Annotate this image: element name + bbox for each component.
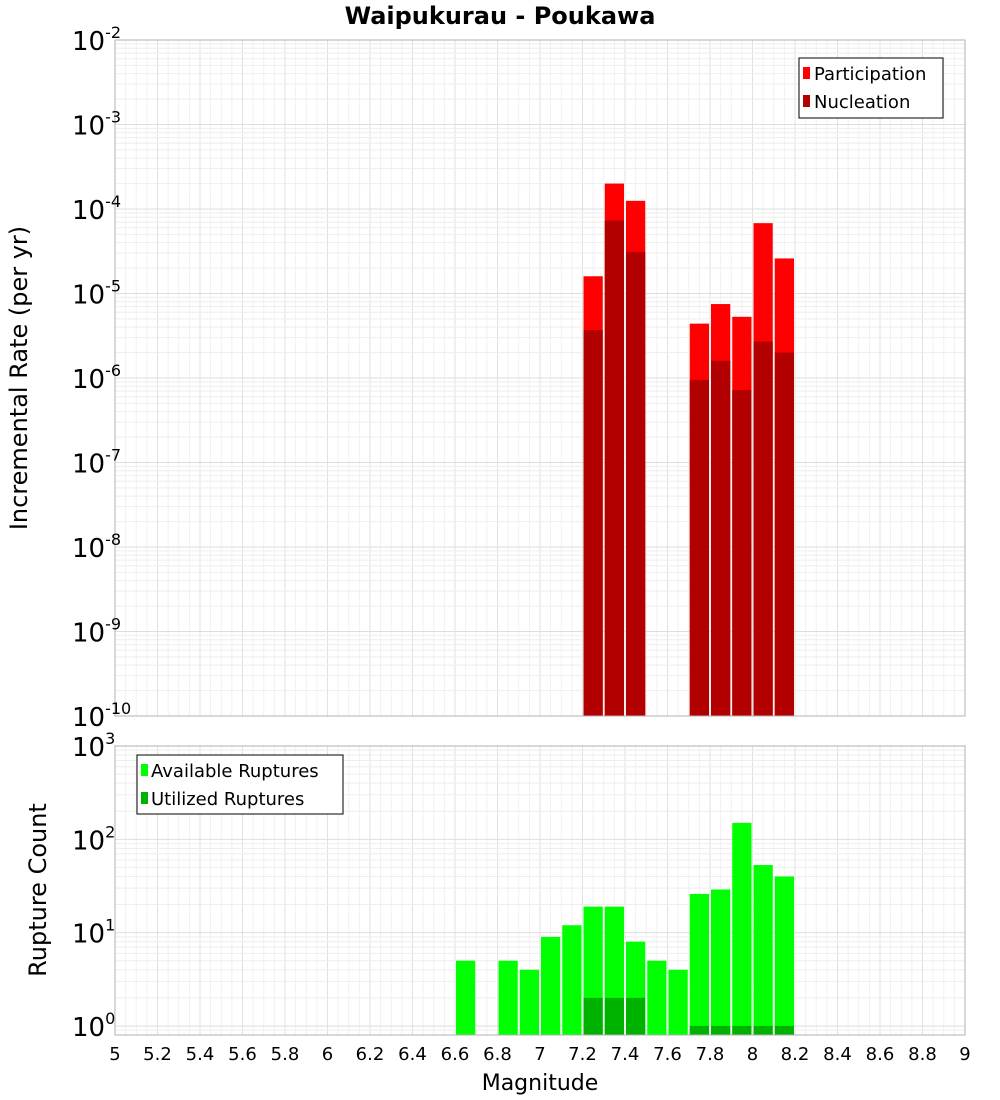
top-bar-series2 bbox=[753, 341, 773, 716]
bottom-y-tick-label: 100 bbox=[72, 1009, 115, 1043]
x-tick-label: 5 bbox=[109, 1044, 120, 1065]
x-tick-label: 8.2 bbox=[781, 1044, 810, 1065]
bottom-bar-series2 bbox=[604, 997, 624, 1035]
top-gridlines bbox=[114, 39, 966, 717]
x-tick-label: 6.6 bbox=[441, 1044, 470, 1065]
bottom-y-tick-label: 102 bbox=[72, 822, 115, 856]
bottom-bar-series1 bbox=[541, 936, 561, 1035]
x-tick-label: 7 bbox=[534, 1044, 545, 1065]
top-y-tick-label: 10-4 bbox=[72, 192, 121, 226]
bottom-bar-series1 bbox=[689, 893, 709, 1035]
top-plot-area: 10-10 10-9 10-8 10-7 10-6 10-5 10-4 10-3 10-2 In… bbox=[5, 23, 966, 733]
legend-label-nucleation: Nucleation bbox=[814, 92, 910, 113]
x-tick-label: 5.4 bbox=[186, 1044, 215, 1065]
bottom-bar-series2 bbox=[626, 997, 646, 1035]
legend-swatch-participation bbox=[803, 67, 810, 79]
bottom-plot-area: 100 101 102 103 5 5.2 5.4 5.6 5.8 6 6.2 6.4 6.6 6.8 7… bbox=[24, 729, 971, 1096]
x-tick-label: 6.4 bbox=[398, 1044, 427, 1065]
bottom-bar-series2 bbox=[732, 1025, 752, 1035]
x-tick-label: 9 bbox=[959, 1044, 970, 1065]
top-bar-series2 bbox=[711, 360, 731, 716]
bottom-bar-series2 bbox=[583, 997, 603, 1035]
top-legend: Participation Nucleation bbox=[798, 57, 944, 119]
top-bar-series2 bbox=[626, 251, 646, 717]
legend-label-participation: Participation bbox=[814, 64, 926, 85]
x-tick-label: 6.2 bbox=[356, 1044, 385, 1065]
bottom-bar-series1 bbox=[774, 876, 794, 1035]
bottom-legend: Available Ruptures Utilized Ruptures bbox=[136, 754, 344, 815]
top-bar-series2 bbox=[774, 352, 794, 716]
top-y-tick-label: 10-7 bbox=[72, 446, 121, 480]
legend-label-available: Available Ruptures bbox=[151, 761, 319, 782]
bottom-bars bbox=[456, 822, 794, 1035]
x-tick-label: 8 bbox=[747, 1044, 758, 1065]
bottom-bar-series2 bbox=[689, 1025, 709, 1035]
x-tick-label: 7.4 bbox=[611, 1044, 640, 1065]
legend-swatch-utilized bbox=[141, 792, 148, 804]
x-tick-label: 8.8 bbox=[908, 1044, 937, 1065]
top-y-tick-label: 10-2 bbox=[72, 23, 121, 57]
top-y-tick-labels: 10-10 10-9 10-8 10-7 10-6 10-5 10-4 10-3 10-2 bbox=[72, 23, 131, 733]
bottom-bar-series1 bbox=[647, 960, 667, 1035]
x-tick-labels: 5 5.2 5.4 5.6 5.8 6 6.2 6.4 6.6 6.8 7 7.2 7.4 7.6 7.8 8… bbox=[109, 1044, 970, 1065]
legend-swatch-nucleation bbox=[803, 95, 810, 107]
bottom-bar-series1 bbox=[498, 960, 518, 1035]
top-bars bbox=[583, 183, 794, 717]
bottom-bar-series1 bbox=[668, 969, 688, 1035]
bottom-bar-series2 bbox=[753, 1025, 773, 1035]
top-y-axis-label: Incremental Rate (per yr) bbox=[5, 226, 33, 530]
bottom-bar-series1 bbox=[711, 889, 731, 1035]
top-y-tick-label: 10-10 bbox=[72, 699, 131, 733]
bottom-bar-series1 bbox=[732, 822, 752, 1035]
x-tick-label: 7.6 bbox=[653, 1044, 682, 1065]
bottom-bar-series2 bbox=[711, 1025, 731, 1035]
top-y-tick-label: 10-3 bbox=[72, 108, 121, 142]
bottom-plot-frame bbox=[114, 745, 966, 1036]
x-tick-label: 5.2 bbox=[143, 1044, 172, 1065]
x-tick-label: 7.2 bbox=[568, 1044, 597, 1065]
bottom-bar-series1 bbox=[753, 865, 773, 1035]
top-bar-series2 bbox=[604, 220, 624, 716]
top-y-tick-label: 10-6 bbox=[72, 361, 121, 395]
top-y-tick-label: 10-5 bbox=[72, 277, 121, 311]
x-tick-label: 8.4 bbox=[823, 1044, 852, 1065]
x-tick-label: 6 bbox=[322, 1044, 333, 1065]
top-y-tick-label: 10-8 bbox=[72, 530, 121, 564]
bottom-y-tick-label: 101 bbox=[72, 916, 115, 950]
bottom-bar-series1 bbox=[519, 969, 539, 1035]
bottom-bar-series1 bbox=[562, 925, 582, 1035]
bottom-y-tick-label: 103 bbox=[72, 729, 115, 763]
bottom-y-axis-label: Rupture Count bbox=[24, 803, 52, 977]
x-tick-label: 5.6 bbox=[228, 1044, 257, 1065]
bottom-bar-series2 bbox=[774, 1025, 794, 1035]
bottom-bar-series1 bbox=[456, 960, 476, 1035]
top-bar-series2 bbox=[732, 390, 752, 716]
x-axis-label: Magnitude bbox=[482, 1071, 599, 1096]
top-y-tick-label: 10-9 bbox=[72, 615, 121, 649]
top-bar-series2 bbox=[689, 379, 709, 716]
x-tick-label: 8.6 bbox=[866, 1044, 895, 1065]
bottom-y-tick-labels: 100 101 102 103 bbox=[72, 729, 115, 1043]
top-bar-series2 bbox=[583, 329, 603, 716]
legend-swatch-available bbox=[141, 764, 148, 776]
legend-label-utilized: Utilized Ruptures bbox=[151, 789, 304, 810]
top-plot-frame bbox=[114, 39, 966, 717]
x-tick-label: 7.8 bbox=[696, 1044, 725, 1065]
chart-title: Waipukurau - Poukawa bbox=[345, 2, 656, 30]
x-tick-label: 6.8 bbox=[483, 1044, 512, 1065]
top-legend-box bbox=[798, 57, 944, 119]
x-tick-label: 5.8 bbox=[271, 1044, 300, 1065]
bottom-legend-box bbox=[136, 754, 344, 815]
